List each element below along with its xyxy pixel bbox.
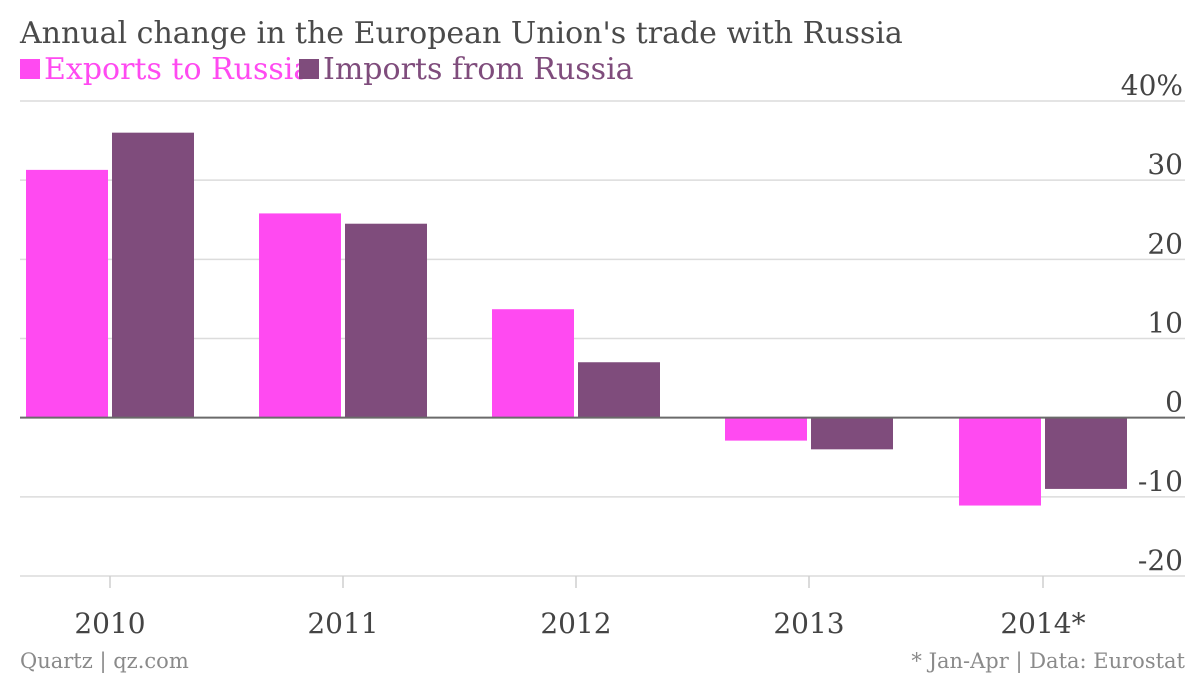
bar-exports-2012 <box>492 309 574 418</box>
legend-swatch-exports <box>20 59 40 79</box>
bar-imports-2014 <box>1045 417 1127 489</box>
bar-imports-2010 <box>112 132 194 418</box>
bar-imports-2012 <box>578 362 660 418</box>
y-tick-label: 0 <box>1165 386 1183 419</box>
y-tick-label: 20 <box>1147 227 1183 260</box>
y-tick-label: -10 <box>1138 465 1183 498</box>
legend: Exports to Russia Imports from Russia <box>20 52 634 87</box>
legend-item-exports: Exports to Russia <box>20 52 311 87</box>
x-tick-label: 2014* <box>1000 607 1085 640</box>
x-tick-label: 2013 <box>773 607 844 640</box>
x-tick-label: 2012 <box>540 607 611 640</box>
gridlines <box>20 100 1185 577</box>
x-tick-label: 2010 <box>74 607 145 640</box>
legend-label-imports: Imports from Russia <box>323 52 634 87</box>
bar-exports-2010 <box>26 169 108 418</box>
bars <box>26 132 1127 506</box>
legend-item-imports: Imports from Russia <box>299 52 634 87</box>
legend-label-exports: Exports to Russia <box>44 52 311 87</box>
footer-source-right: * Jan-Apr | Data: Eurostat <box>911 649 1185 674</box>
bar-exports-2013 <box>725 417 807 441</box>
y-tick-label: 40% <box>1121 69 1183 102</box>
bar-exports-2011 <box>259 213 341 418</box>
chart-title: Annual change in the European Union's tr… <box>19 16 903 51</box>
y-tick-label: 10 <box>1147 307 1183 340</box>
bar-exports-2014 <box>959 417 1041 506</box>
legend-swatch-imports <box>299 59 319 79</box>
bar-imports-2011 <box>345 223 427 418</box>
footer-source-left: Quartz | qz.com <box>20 649 189 674</box>
y-tick-label: 30 <box>1147 148 1183 181</box>
x-tick-label: 2011 <box>307 607 378 640</box>
bar-imports-2013 <box>811 417 893 450</box>
y-tick-label: -20 <box>1138 544 1183 577</box>
